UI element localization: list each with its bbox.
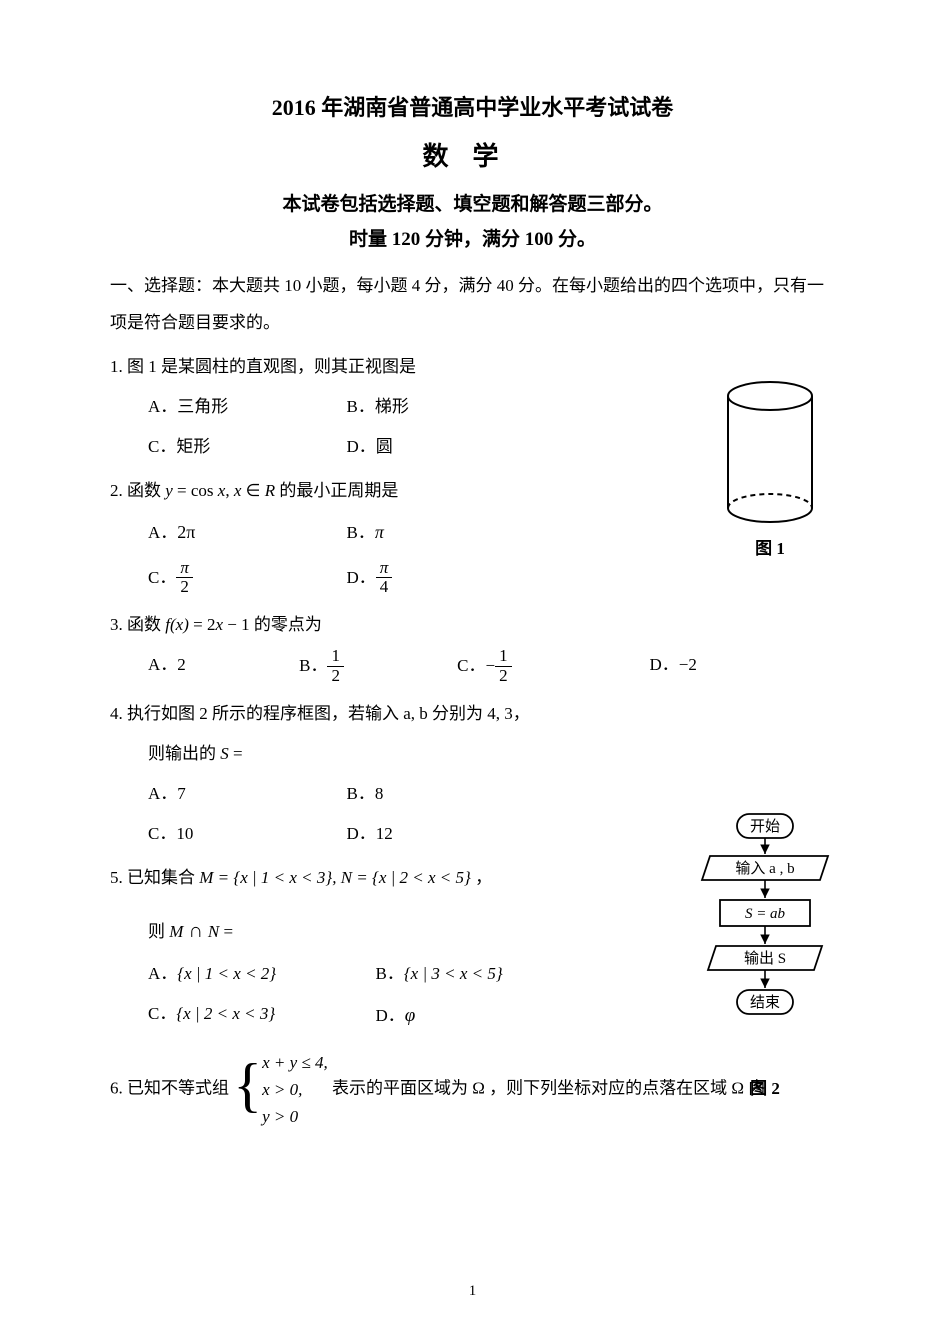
q5-cap: ∩ xyxy=(183,920,207,942)
q5-suffix: ， xyxy=(471,868,492,887)
subject-title: 数学 xyxy=(110,136,835,173)
q5-l2eq: = xyxy=(219,922,233,941)
q3-option-b: B．12 xyxy=(299,648,457,686)
figure-1: 图 1 xyxy=(710,378,830,559)
q5-l2N: N xyxy=(208,922,219,941)
q5-M: M xyxy=(199,868,213,887)
q6-l2: x > 0, xyxy=(262,1076,328,1103)
q4-text2: 则输出的 S = xyxy=(110,737,835,771)
svg-text:S = ab: S = ab xyxy=(745,906,786,922)
page-number: 1 xyxy=(0,1283,945,1300)
q2-option-d: D．π4 xyxy=(347,560,546,598)
section-1-intro: 一、选择题：本大题共 10 小题，每小题 4 分，满分 40 分。在每小题给出的… xyxy=(110,267,835,342)
q4-t2prefix: 则输出的 xyxy=(148,744,220,763)
time-score-note: 时量 120 分钟，满分 100 分。 xyxy=(110,224,835,251)
q3-suffix: 的零点为 xyxy=(250,615,322,634)
q2-eq: = cos xyxy=(173,481,218,500)
q5-l2prefix: 则 xyxy=(148,922,169,941)
flowchart-icon: 开始 输入 a , b S = ab 输出 S 结束 xyxy=(690,810,840,1070)
q5-Ndef: = {x | 2 < x < 5} xyxy=(352,868,471,887)
q1-option-a: A．三角形 xyxy=(148,390,347,424)
q2-R: R xyxy=(265,481,275,500)
q6-l3: y > 0 xyxy=(262,1103,328,1130)
q6-prefix: 6. 已知不等式组 xyxy=(110,1078,233,1097)
q3-eq: = 2 xyxy=(189,615,216,634)
figure-1-caption: 图 1 xyxy=(710,534,830,559)
q3-text: 3. 函数 f(x) = 2x − 1 的零点为 xyxy=(110,608,835,642)
q4-S: S xyxy=(220,744,229,763)
q2-option-c: C．π2 xyxy=(148,560,347,598)
q5-prefix: 5. 已知集合 xyxy=(110,868,199,887)
paper-structure-note: 本试卷包括选择题、填空题和解答题三部分。 xyxy=(110,189,835,216)
svg-text:开始: 开始 xyxy=(750,818,780,835)
q3-x: x xyxy=(215,615,223,634)
q4-option-b: B．8 xyxy=(347,777,546,811)
q5-Mdef: = {x | 1 < x < 3}, xyxy=(213,868,340,887)
q3-option-d: D．−2 xyxy=(649,648,800,686)
q1-option-c: C．矩形 xyxy=(148,430,347,464)
q4-eq: = xyxy=(229,744,243,763)
q3-option-a: A．2 xyxy=(148,648,299,686)
q2-comma: , xyxy=(225,481,234,500)
q3-m1: − 1 xyxy=(223,615,250,634)
svg-text:输入 a , b: 输入 a , b xyxy=(735,860,794,877)
q5-option-d: D．φ xyxy=(376,997,604,1035)
svg-text:结束: 结束 xyxy=(750,994,780,1011)
figure-2: 开始 输入 a , b S = ab 输出 S 结束 图 2 xyxy=(690,810,840,1099)
q5-l2M: M xyxy=(169,922,183,941)
q4-text: 4. 执行如图 2 所示的程序框图，若输入 a, b 分别为 4, 3， xyxy=(110,697,835,731)
exam-title: 2016 年湖南省普通高中学业水平考试试卷 xyxy=(110,90,835,122)
q6-l1: x + y ≤ 4, xyxy=(262,1049,328,1076)
q6-brace-group: {x + y ≤ 4,x > 0,y > 0 xyxy=(233,1049,327,1131)
q4-option-d: D．12 xyxy=(347,817,546,851)
q5-option-b: B．{x | 3 < x < 5} xyxy=(376,957,604,991)
q5-option-c: C．{x | 2 < x < 3} xyxy=(148,997,376,1035)
q4-option-c: C．10 xyxy=(148,817,347,851)
cylinder-icon xyxy=(720,378,820,528)
question-3: 3. 函数 f(x) = 2x − 1 的零点为 A．2 B．12 C．−12 … xyxy=(110,608,835,686)
q2-option-a: A．2π xyxy=(148,514,347,550)
q2-in: ∈ xyxy=(241,481,264,500)
figure-2-caption: 图 2 xyxy=(690,1074,840,1099)
svg-text:输出 S: 输出 S xyxy=(744,950,786,967)
q1-option-d: D．圆 xyxy=(347,430,546,464)
q5-option-a: A．{x | 1 < x < 2} xyxy=(148,957,376,991)
q2-prefix: 2. 函数 xyxy=(110,481,165,500)
q4-option-a: A．7 xyxy=(148,777,347,811)
q1-option-b: B．梯形 xyxy=(347,390,546,424)
q5-N: N xyxy=(341,868,352,887)
q2-option-b: B．π xyxy=(347,514,546,550)
q3-parenx: (x) xyxy=(170,615,189,634)
q3-prefix: 3. 函数 xyxy=(110,615,165,634)
q2-y: y xyxy=(165,481,173,500)
q2-suffix: 的最小正周期是 xyxy=(275,481,398,500)
q3-option-c: C．−12 xyxy=(457,648,649,686)
